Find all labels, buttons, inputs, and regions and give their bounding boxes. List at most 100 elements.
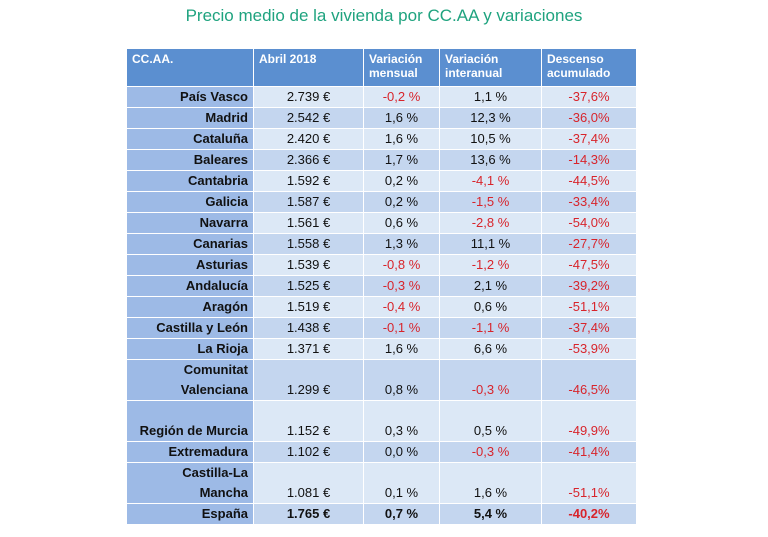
- yearly-change-cell: -4,1 %: [439, 170, 542, 192]
- monthly-change-cell: -0,4 %: [363, 296, 440, 318]
- price-cell: 1.558 €: [253, 233, 364, 255]
- region-cell: Comunitat Valenciana: [126, 359, 254, 401]
- region-cell: País Vasco: [126, 86, 254, 108]
- price-cell: 1.371 €: [253, 338, 364, 360]
- accum-decline-cell: -27,7%: [541, 233, 637, 255]
- table-row: Canarias 1.558 €1,3 % 11,1 % -27,7%: [126, 233, 637, 255]
- accum-decline-cell: -39,2%: [541, 275, 637, 297]
- region-cell: Galicia: [126, 191, 254, 213]
- yearly-change-cell: 11,1 %: [439, 233, 542, 255]
- table-header: CC.AA. Abril 2018 Variación mensual Vari…: [126, 48, 637, 87]
- region-cell: Cantabria: [126, 170, 254, 192]
- price-cell: 1.592 €: [253, 170, 364, 192]
- accum-decline-cell: -40,2%: [541, 503, 637, 525]
- monthly-change-cell: 1,6 %: [363, 338, 440, 360]
- monthly-change-cell: 0,8 %: [363, 359, 440, 401]
- header-yearly: Variación interanual: [439, 48, 542, 87]
- monthly-change-cell: 0,2 %: [363, 170, 440, 192]
- accum-decline-cell: -14,3%: [541, 149, 637, 171]
- monthly-change-cell: 0,1 %: [363, 462, 440, 504]
- monthly-change-cell: 1,6 %: [363, 107, 440, 129]
- region-cell: Andalucía: [126, 275, 254, 297]
- yearly-change-cell: -0,3 %: [439, 441, 542, 463]
- table-row: Extremadura 1.102 €0,0 % -0,3 % -41,4%: [126, 441, 637, 463]
- table-row: País Vasco 2.739 € -0,2 % 1,1 % -37,6%: [126, 86, 637, 108]
- monthly-change-cell: -0,1 %: [363, 317, 440, 339]
- yearly-change-cell: 1,6 %: [439, 462, 542, 504]
- price-cell: 1.152 €: [253, 400, 364, 442]
- monthly-change-cell: 0,0 %: [363, 441, 440, 463]
- table-row: Comunitat Valenciana 1.299 €0,8 % -0,3 % -4…: [126, 359, 637, 401]
- price-cell: 1.561 €: [253, 212, 364, 234]
- price-cell: 1.081 €: [253, 462, 364, 504]
- price-cell: 1.438 €: [253, 317, 364, 339]
- yearly-change-cell: 10,5 %: [439, 128, 542, 150]
- price-table: CC.AA. Abril 2018 Variación mensual Vari…: [126, 48, 637, 525]
- monthly-change-cell: 0,6 %: [363, 212, 440, 234]
- region-cell: Castilla-La Mancha: [126, 462, 254, 504]
- monthly-change-cell: 0,7 %: [363, 503, 440, 525]
- monthly-change-cell: -0,3 %: [363, 275, 440, 297]
- page-title: Precio medio de la vivienda por CC.AA y …: [185, 6, 583, 25]
- yearly-change-cell: 0,6 %: [439, 296, 542, 318]
- accum-decline-cell: -54,0%: [541, 212, 637, 234]
- price-cell: 1.587 €: [253, 191, 364, 213]
- region-cell: Aragón: [126, 296, 254, 318]
- table-row: Baleares 2.366 €1,7 % 13,6 % -14,3%: [126, 149, 637, 171]
- table-row: Madrid 2.542 €1,6 % 12,3 % -36,0%: [126, 107, 637, 129]
- price-cell: 2.420 €: [253, 128, 364, 150]
- accum-decline-cell: -51,1%: [541, 462, 637, 504]
- header-monthly: Variación mensual: [363, 48, 440, 87]
- table-row: Región de Murcia 1.152 €0,3 % 0,5 % -49,9%: [126, 400, 637, 442]
- yearly-change-cell: 1,1 %: [439, 86, 542, 108]
- yearly-change-cell: 2,1 %: [439, 275, 542, 297]
- region-cell: Región de Murcia: [126, 400, 254, 442]
- header-price: Abril 2018: [253, 48, 364, 87]
- table-row: Galicia 1.587 €0,2 % -1,5 % -33,4%: [126, 191, 637, 213]
- yearly-change-cell: -1,2 %: [439, 254, 542, 276]
- table-row: Navarra 1.561 €0,6 % -2,8 % -54,0%: [126, 212, 637, 234]
- table-row: Andalucía 1.525 € -0,3 % 2,1 % -39,2%: [126, 275, 637, 297]
- price-cell: 2.542 €: [253, 107, 364, 129]
- accum-decline-cell: -44,5%: [541, 170, 637, 192]
- table-row: Aragón 1.519 € -0,4 % 0,6 % -51,1%: [126, 296, 637, 318]
- monthly-change-cell: 1,6 %: [363, 128, 440, 150]
- region-cell: Castilla y León: [126, 317, 254, 339]
- accum-decline-cell: -41,4%: [541, 441, 637, 463]
- region-cell: Asturias: [126, 254, 254, 276]
- region-cell: Extremadura: [126, 441, 254, 463]
- accum-decline-cell: -53,9%: [541, 338, 637, 360]
- table-row: Asturias 1.539 € -0,8 % -1,2 % -47,5%: [126, 254, 637, 276]
- price-cell: 1.525 €: [253, 275, 364, 297]
- accum-decline-cell: -47,5%: [541, 254, 637, 276]
- accum-decline-cell: -36,0%: [541, 107, 637, 129]
- yearly-change-cell: 6,6 %: [439, 338, 542, 360]
- monthly-change-cell: -0,8 %: [363, 254, 440, 276]
- table-row: Cataluña 2.420 €1,6 % 10,5 % -37,4%: [126, 128, 637, 150]
- accum-decline-cell: -51,1%: [541, 296, 637, 318]
- region-cell: Madrid: [126, 107, 254, 129]
- monthly-change-cell: 1,3 %: [363, 233, 440, 255]
- monthly-change-cell: 1,7 %: [363, 149, 440, 171]
- yearly-change-cell: 12,3 %: [439, 107, 542, 129]
- yearly-change-cell: -2,8 %: [439, 212, 542, 234]
- yearly-change-cell: 5,4 %: [439, 503, 542, 525]
- price-cell: 1.765 €: [253, 503, 364, 525]
- accum-decline-cell: -33,4%: [541, 191, 637, 213]
- region-cell: Cataluña: [126, 128, 254, 150]
- price-cell: 1.519 €: [253, 296, 364, 318]
- monthly-change-cell: 0,2 %: [363, 191, 440, 213]
- table-row: La Rioja 1.371 €1,6 % 6,6 % -53,9%: [126, 338, 637, 360]
- header-accum: Descenso acumulado: [541, 48, 637, 87]
- region-cell: España: [126, 503, 254, 525]
- monthly-change-cell: 0,3 %: [363, 400, 440, 442]
- table-row: España 1.765 €0,7 % 5,4 % -40,2%: [126, 503, 637, 525]
- accum-decline-cell: -37,4%: [541, 317, 637, 339]
- yearly-change-cell: 13,6 %: [439, 149, 542, 171]
- monthly-change-cell: -0,2 %: [363, 86, 440, 108]
- price-cell: 1.539 €: [253, 254, 364, 276]
- price-cell: 1.102 €: [253, 441, 364, 463]
- price-cell: 2.366 €: [253, 149, 364, 171]
- accum-decline-cell: -37,6%: [541, 86, 637, 108]
- price-cell: 1.299 €: [253, 359, 364, 401]
